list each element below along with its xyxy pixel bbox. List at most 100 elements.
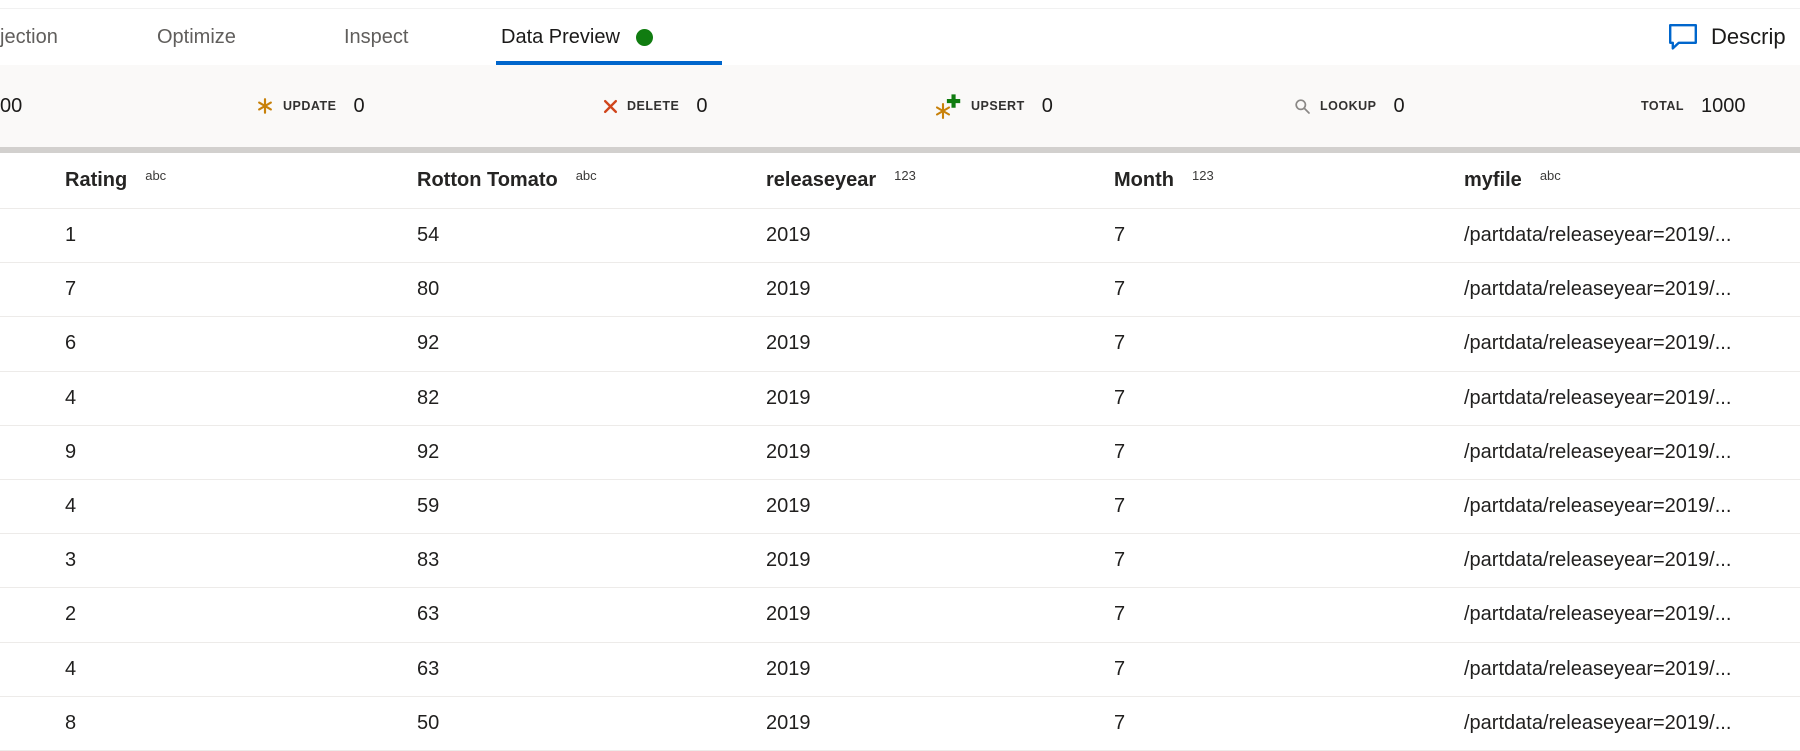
data-preview-table: Rating abc Rotton Tomato abc releaseyear 123 M…: [0, 153, 1800, 751]
tab-label: Optimize: [157, 25, 236, 48]
table-cell: /partdata/releaseyear=2019/...: [1464, 386, 1732, 409]
table-cell: 92: [417, 440, 440, 463]
table-cell: 7: [1114, 224, 1126, 247]
update-count: 0: [353, 94, 365, 117]
table-cell: 9: [65, 440, 77, 463]
column-type-badge: 123: [1191, 168, 1214, 183]
tab-label: Data Preview: [501, 25, 620, 48]
tab-bar: jection Optimize Inspect Data Preview Descr…: [0, 0, 1800, 65]
column-type-badge: abc: [575, 168, 597, 183]
table-cell: 2019: [766, 657, 811, 680]
table-cell: 2019: [766, 549, 811, 572]
column-type-badge: abc: [145, 168, 167, 183]
table-row[interactable]: 4 82 2019 7/partdata/releaseyear=2019/...: [0, 372, 1800, 426]
table-cell: 83: [417, 549, 440, 572]
column-name: Rating: [65, 169, 128, 191]
table-row[interactable]: 2 63 2019 7/partdata/releaseyear=2019/...: [0, 588, 1800, 643]
table-cell: 2019: [766, 332, 811, 355]
table-cell: 3: [65, 549, 77, 572]
tab-optimize[interactable]: Optimize: [157, 9, 236, 65]
total-label: TOTAL: [1641, 99, 1685, 113]
table-cell: 2019: [766, 603, 811, 626]
table-cell: /partdata/releaseyear=2019/...: [1464, 549, 1732, 572]
table-cell: 7: [1114, 386, 1126, 409]
delete-count: 0: [696, 94, 708, 117]
insert-count: 00: [0, 94, 23, 117]
table-cell: 2019: [766, 711, 811, 734]
description-label: Descrip: [1711, 24, 1786, 49]
table-row[interactable]: 9 92 2019 7/partdata/releaseyear=2019/...: [0, 426, 1800, 480]
table-row[interactable]: 4 59 2019 7/partdata/releaseyear=2019/...: [0, 480, 1800, 535]
column-header-releaseyear[interactable]: releaseyear 123: [766, 168, 1114, 192]
table-cell: 7: [1114, 278, 1126, 301]
table-cell: 7: [1114, 332, 1126, 355]
update-label: UPDATE: [283, 99, 337, 113]
table-cell: 7: [1114, 440, 1126, 463]
table-cell: 6: [65, 332, 77, 355]
column-header-month[interactable]: Month 123: [1114, 168, 1464, 192]
table-cell: 4: [65, 657, 77, 680]
tab-label: jection: [0, 25, 58, 48]
table-cell: 7: [1114, 549, 1126, 572]
table-cell: 4: [65, 495, 77, 518]
column-name: Rotton Tomato: [417, 169, 558, 191]
table-cell: 63: [417, 657, 440, 680]
top-strip-divider: [0, 0, 1800, 9]
upsert-count: 0: [1041, 94, 1053, 117]
table-cell: 2019: [766, 278, 811, 301]
description-button[interactable]: Descrip: [1668, 9, 1786, 65]
table-cell: 7: [1114, 495, 1126, 518]
table-cell: 1: [65, 224, 77, 247]
total-count: 1000: [1701, 94, 1746, 117]
preview-ready-dot-icon: [635, 28, 653, 46]
tab-jection[interactable]: jection: [0, 9, 58, 65]
table-cell: /partdata/releaseyear=2019/...: [1464, 278, 1732, 301]
table-cell: 7: [1114, 711, 1126, 734]
table-cell: /partdata/releaseyear=2019/...: [1464, 495, 1732, 518]
table-cell: 7: [1114, 657, 1126, 680]
table-row[interactable]: 7 80 2019 7/partdata/releaseyear=2019/...: [0, 263, 1800, 318]
table-cell: 92: [417, 332, 440, 355]
table-cell: 80: [417, 278, 440, 301]
section-divider: [0, 147, 1800, 153]
upsert-plus-icon: [934, 93, 962, 120]
table-cell: 2019: [766, 224, 811, 247]
table-cell: 8: [65, 711, 77, 734]
asterisk-icon: [256, 97, 274, 115]
table-cell: /partdata/releaseyear=2019/...: [1464, 603, 1732, 626]
tab-inspect[interactable]: Inspect: [344, 9, 408, 65]
column-name: myfile: [1464, 169, 1522, 191]
column-header-myfile[interactable]: myfile abc: [1464, 168, 1800, 192]
table-header-row: Rating abc Rotton Tomato abc releaseyear 123 M…: [0, 153, 1800, 209]
table-cell: 50: [417, 711, 440, 734]
table-cell: 54: [417, 224, 440, 247]
lookup-count: 0: [1393, 94, 1405, 117]
stats-bar: 00 UPDATE 0 DELETE 0 UPSERT 0 LOOKUP 0 TOTAL 10…: [0, 65, 1800, 147]
table-cell: 7: [65, 278, 77, 301]
upsert-label: UPSERT: [971, 99, 1025, 113]
lookup-label: LOOKUP: [1320, 99, 1377, 113]
column-header-rating[interactable]: Rating abc: [0, 168, 417, 192]
table-cell: 59: [417, 495, 440, 518]
table-row[interactable]: 1 54 2019 7/partdata/releaseyear=2019/...: [0, 209, 1800, 264]
table-cell: 4: [65, 386, 77, 409]
stat-lookup: LOOKUP 0: [1294, 65, 1405, 147]
stat-delete: DELETE 0: [603, 65, 707, 147]
table-cell: /partdata/releaseyear=2019/...: [1464, 332, 1732, 355]
stat-insert-partial: 00: [0, 65, 22, 147]
table-cell: 7: [1114, 603, 1126, 626]
table-row[interactable]: 8 50 2019 7/partdata/releaseyear=2019/...: [0, 697, 1800, 751]
column-header-rotton-tomato[interactable]: Rotton Tomato abc: [417, 168, 766, 192]
table-cell: /partdata/releaseyear=2019/...: [1464, 440, 1732, 463]
delete-x-icon: [603, 99, 618, 114]
column-name: Month: [1114, 169, 1174, 191]
table-row[interactable]: 6 92 2019 7/partdata/releaseyear=2019/...: [0, 317, 1800, 372]
table-cell: /partdata/releaseyear=2019/...: [1464, 711, 1732, 734]
stat-update: UPDATE 0: [256, 65, 365, 147]
table-row[interactable]: 4 63 2019 7/partdata/releaseyear=2019/...: [0, 643, 1800, 697]
table-cell: 2019: [766, 440, 811, 463]
table-cell: 2019: [766, 386, 811, 409]
tab-label: Inspect: [344, 25, 409, 48]
tab-data-preview[interactable]: Data Preview: [496, 9, 722, 65]
table-row[interactable]: 3 83 2019 7/partdata/releaseyear=2019/...: [0, 534, 1800, 589]
